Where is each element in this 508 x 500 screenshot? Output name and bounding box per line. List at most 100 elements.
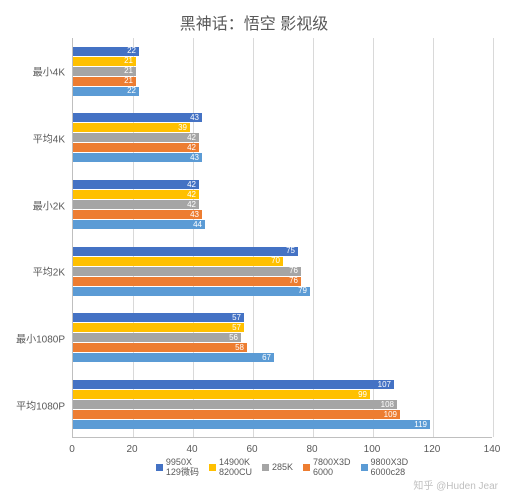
bar: 67	[73, 353, 274, 362]
category-label: 最小4K	[5, 64, 65, 79]
bar: 56	[73, 333, 241, 342]
bar-row: 21	[73, 67, 492, 76]
bar: 21	[73, 77, 136, 86]
bar: 70	[73, 257, 283, 266]
category-group: 平均2K7570767679	[73, 238, 492, 305]
bar: 57	[73, 323, 244, 332]
gridline	[493, 38, 494, 437]
bar-row: 76	[73, 277, 492, 286]
bar: 107	[73, 380, 394, 389]
category-group: 最小4K2221212122	[73, 38, 492, 105]
legend-label: 9950X129微码	[166, 458, 199, 478]
bar-value-label: 22	[127, 87, 136, 95]
bar: 79	[73, 287, 310, 296]
bar-row: 67	[73, 353, 492, 362]
bar-row: 76	[73, 267, 492, 276]
bar: 21	[73, 67, 136, 76]
bar: 43	[73, 153, 202, 162]
bar-value-label: 76	[289, 267, 298, 275]
bar-value-label: 42	[187, 181, 196, 189]
bar-row: 22	[73, 87, 492, 96]
legend-swatch	[156, 464, 163, 471]
bar-row: 119	[73, 420, 492, 429]
bar-row: 22	[73, 47, 492, 56]
bar-row: 99	[73, 390, 492, 399]
bar-value-label: 99	[358, 391, 367, 399]
bar: 109	[73, 410, 400, 419]
legend-label: 285K	[272, 463, 293, 473]
bar-value-label: 56	[229, 334, 238, 342]
bar: 22	[73, 47, 139, 56]
legend-label: 7800X3D6000	[313, 458, 351, 478]
legend-swatch	[209, 464, 216, 471]
legend: 9950X129微码 14900K8200CU 285K 7800X3D6000 980…	[72, 458, 492, 478]
bar-row: 42	[73, 133, 492, 142]
bar-row: 44	[73, 220, 492, 229]
bar-value-label: 43	[190, 114, 199, 122]
bar: 42	[73, 180, 199, 189]
bar-row: 21	[73, 77, 492, 86]
bar-value-label: 57	[232, 324, 241, 332]
bar: 44	[73, 220, 205, 229]
category-label: 平均4K	[5, 130, 65, 145]
x-tick-label: 100	[364, 444, 381, 455]
bar: 58	[73, 343, 247, 352]
bar: 43	[73, 210, 202, 219]
legend-swatch	[303, 464, 310, 471]
legend-item: 7800X3D6000	[303, 458, 351, 478]
plot-area: 最小4K2221212122平均4K4339424243最小2K42424243…	[72, 38, 492, 438]
bar-row: 57	[73, 313, 492, 322]
bar-row: 75	[73, 247, 492, 256]
bar-value-label: 70	[271, 257, 280, 265]
bar: 119	[73, 420, 430, 429]
legend-swatch	[262, 464, 269, 471]
bar-value-label: 42	[187, 134, 196, 142]
category-label: 平均1080P	[5, 397, 65, 412]
bar: 42	[73, 200, 199, 209]
bar: 76	[73, 277, 301, 286]
bar-value-label: 79	[298, 287, 307, 295]
bar: 57	[73, 313, 244, 322]
bar-row: 39	[73, 123, 492, 132]
x-tick-label: 20	[126, 444, 137, 455]
bar-row: 42	[73, 180, 492, 189]
legend-label: 9800X3D6000c28	[371, 458, 409, 478]
legend-item: 9950X129微码	[156, 458, 199, 478]
bar-value-label: 67	[262, 354, 271, 362]
category-label: 最小2K	[5, 197, 65, 212]
bar-value-label: 43	[190, 211, 199, 219]
bar-value-label: 75	[286, 247, 295, 255]
legend-label: 14900K8200CU	[219, 458, 252, 478]
bar-value-label: 58	[235, 344, 244, 352]
legend-item: 14900K8200CU	[209, 458, 252, 478]
watermark: 知乎 @Huden Jear	[413, 477, 498, 492]
bar: 39	[73, 123, 190, 132]
bar-value-label: 76	[289, 277, 298, 285]
bar-value-label: 39	[178, 124, 187, 132]
bar-row: 107	[73, 380, 492, 389]
bar: 75	[73, 247, 298, 256]
category-label: 平均2K	[5, 264, 65, 279]
legend-item: 285K	[262, 458, 293, 478]
bar: 22	[73, 87, 139, 96]
bar-row: 56	[73, 333, 492, 342]
bar-row: 70	[73, 257, 492, 266]
category-label: 最小1080P	[5, 330, 65, 345]
chart-title: 黑神话：悟空 影视级	[0, 0, 508, 34]
legend-item: 9800X3D6000c28	[361, 458, 409, 478]
x-tick-label: 40	[186, 444, 197, 455]
x-tick-label: 60	[246, 444, 257, 455]
bar-row: 108	[73, 400, 492, 409]
bar: 108	[73, 400, 397, 409]
bar-value-label: 42	[187, 201, 196, 209]
bar-value-label: 57	[232, 314, 241, 322]
bar-row: 109	[73, 410, 492, 419]
bar-value-label: 21	[124, 77, 133, 85]
x-tick-label: 120	[424, 444, 441, 455]
bar: 42	[73, 133, 199, 142]
bar-row: 21	[73, 57, 492, 66]
x-axis: 020406080100120140	[72, 440, 492, 458]
x-tick-label: 80	[306, 444, 317, 455]
category-group: 平均1080P10799108109119	[73, 371, 492, 438]
bar: 43	[73, 113, 202, 122]
